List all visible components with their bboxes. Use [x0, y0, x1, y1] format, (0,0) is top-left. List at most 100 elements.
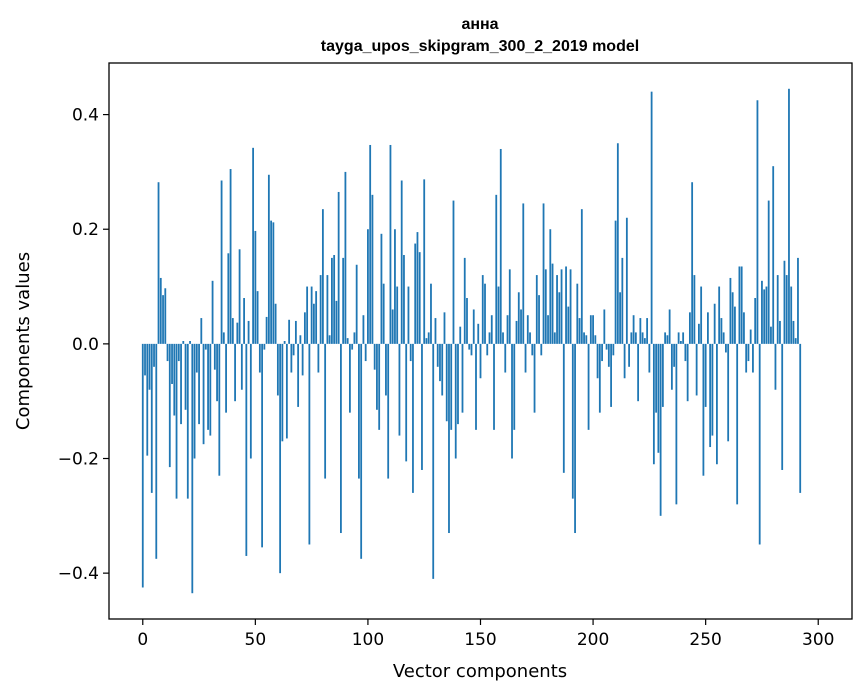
bar-component-190	[569, 269, 572, 344]
bar-component-253	[711, 343, 714, 436]
bar-component-10	[164, 288, 167, 344]
bar-component-182	[551, 263, 554, 344]
bar-component-66	[290, 343, 293, 373]
bar-component-21	[189, 341, 191, 344]
bar-component-168	[520, 309, 522, 344]
bar-component-216	[628, 343, 630, 367]
bar-component-121	[414, 243, 417, 344]
bar-component-176	[538, 295, 540, 344]
bar-component-22	[191, 343, 194, 594]
bar-component-100	[367, 229, 369, 344]
bar-component-235	[670, 343, 673, 390]
x-tick-label: 50	[245, 630, 267, 650]
bar-component-25	[198, 343, 200, 425]
bar-component-161	[504, 343, 507, 373]
bar-component-221	[639, 318, 642, 344]
bar-component-74	[308, 343, 311, 545]
bar-component-26	[200, 318, 203, 344]
bar-component-20	[186, 343, 189, 499]
bar-component-170	[524, 343, 527, 373]
bar-component-234	[668, 309, 671, 344]
bar-component-82	[326, 275, 329, 344]
bar-component-52	[258, 343, 261, 373]
bar-component-255	[716, 343, 718, 465]
bar-component-139	[454, 343, 457, 459]
bar-component-163	[508, 269, 511, 344]
bar-component-194	[578, 318, 581, 344]
bar-component-237	[675, 343, 678, 505]
bar-component-151	[481, 275, 484, 344]
bar-component-218	[632, 315, 635, 344]
bar-component-251	[707, 312, 709, 344]
bar-component-160	[502, 332, 504, 344]
bar-component-14	[173, 343, 176, 416]
bar-component-244	[691, 182, 694, 344]
y-axis-label: Components values	[13, 252, 34, 430]
y-axis-ticks: −0.4 −0.2 0.0 0.2 0.4	[58, 106, 109, 584]
bar-component-153	[486, 343, 489, 356]
bar-component-115	[400, 180, 403, 344]
bar-component-106	[380, 233, 383, 344]
bar-component-144	[466, 298, 468, 344]
bar-component-62	[281, 343, 284, 442]
bar-component-37	[225, 343, 227, 413]
bar-component-131	[436, 343, 439, 367]
bar-component-146	[470, 343, 473, 356]
bar-component-80	[321, 209, 324, 344]
bar-component-75	[310, 286, 313, 344]
bar-component-196	[583, 332, 585, 344]
bar-component-211	[616, 143, 619, 344]
bar-component-276	[763, 289, 766, 344]
bar-component-150	[479, 343, 482, 379]
bar-component-70	[299, 335, 302, 344]
bar-component-217	[630, 332, 633, 344]
bar-component-178	[542, 203, 545, 344]
bar-component-183	[553, 332, 556, 344]
bar-component-258	[722, 332, 725, 344]
y-tick-label: 0.2	[72, 220, 99, 240]
bar-component-134	[443, 312, 446, 344]
bar-component-198	[587, 343, 590, 430]
bar-component-135	[445, 343, 448, 422]
bar-component-173	[531, 343, 534, 356]
bar-component-32	[213, 343, 216, 370]
bar-component-273	[756, 100, 759, 344]
bar-component-289	[792, 320, 795, 344]
bar-component-95	[355, 264, 358, 344]
bar-component-180	[547, 315, 549, 344]
bar-component-229	[657, 343, 660, 453]
bar-component-275	[761, 280, 763, 344]
bar-component-197	[585, 335, 588, 344]
bar-component-224	[646, 318, 649, 344]
bar-component-90	[344, 171, 347, 344]
bar-component-177	[540, 343, 543, 356]
bar-component-193	[576, 283, 579, 344]
bar-component-213	[621, 257, 624, 344]
bar-component-127	[427, 332, 430, 344]
bar-component-91	[346, 338, 349, 344]
bar-component-239	[679, 341, 682, 344]
bar-component-97	[360, 343, 363, 559]
bar-component-56	[267, 174, 270, 344]
y-tick-label: −0.4	[58, 564, 99, 584]
bar-component-31	[211, 280, 214, 344]
bar-component-278	[767, 200, 770, 344]
bar-component-44	[240, 343, 243, 390]
bar-component-101	[369, 144, 372, 344]
bar-component-89	[342, 257, 345, 344]
bar-component-207	[607, 343, 610, 367]
bar-component-281	[774, 343, 777, 390]
bar-component-270	[749, 329, 752, 344]
bar-component-125	[423, 179, 426, 344]
bar-component-233	[666, 335, 669, 344]
bar-component-108	[385, 343, 387, 396]
bar-component-266	[740, 266, 743, 344]
bar-component-209	[612, 343, 615, 356]
bar-component-143	[463, 257, 466, 344]
bar-component-148	[475, 343, 477, 430]
bar-component-78	[317, 343, 320, 373]
bar-component-205	[603, 309, 606, 344]
bar-component-166	[515, 320, 518, 344]
bar-component-232	[664, 332, 667, 344]
